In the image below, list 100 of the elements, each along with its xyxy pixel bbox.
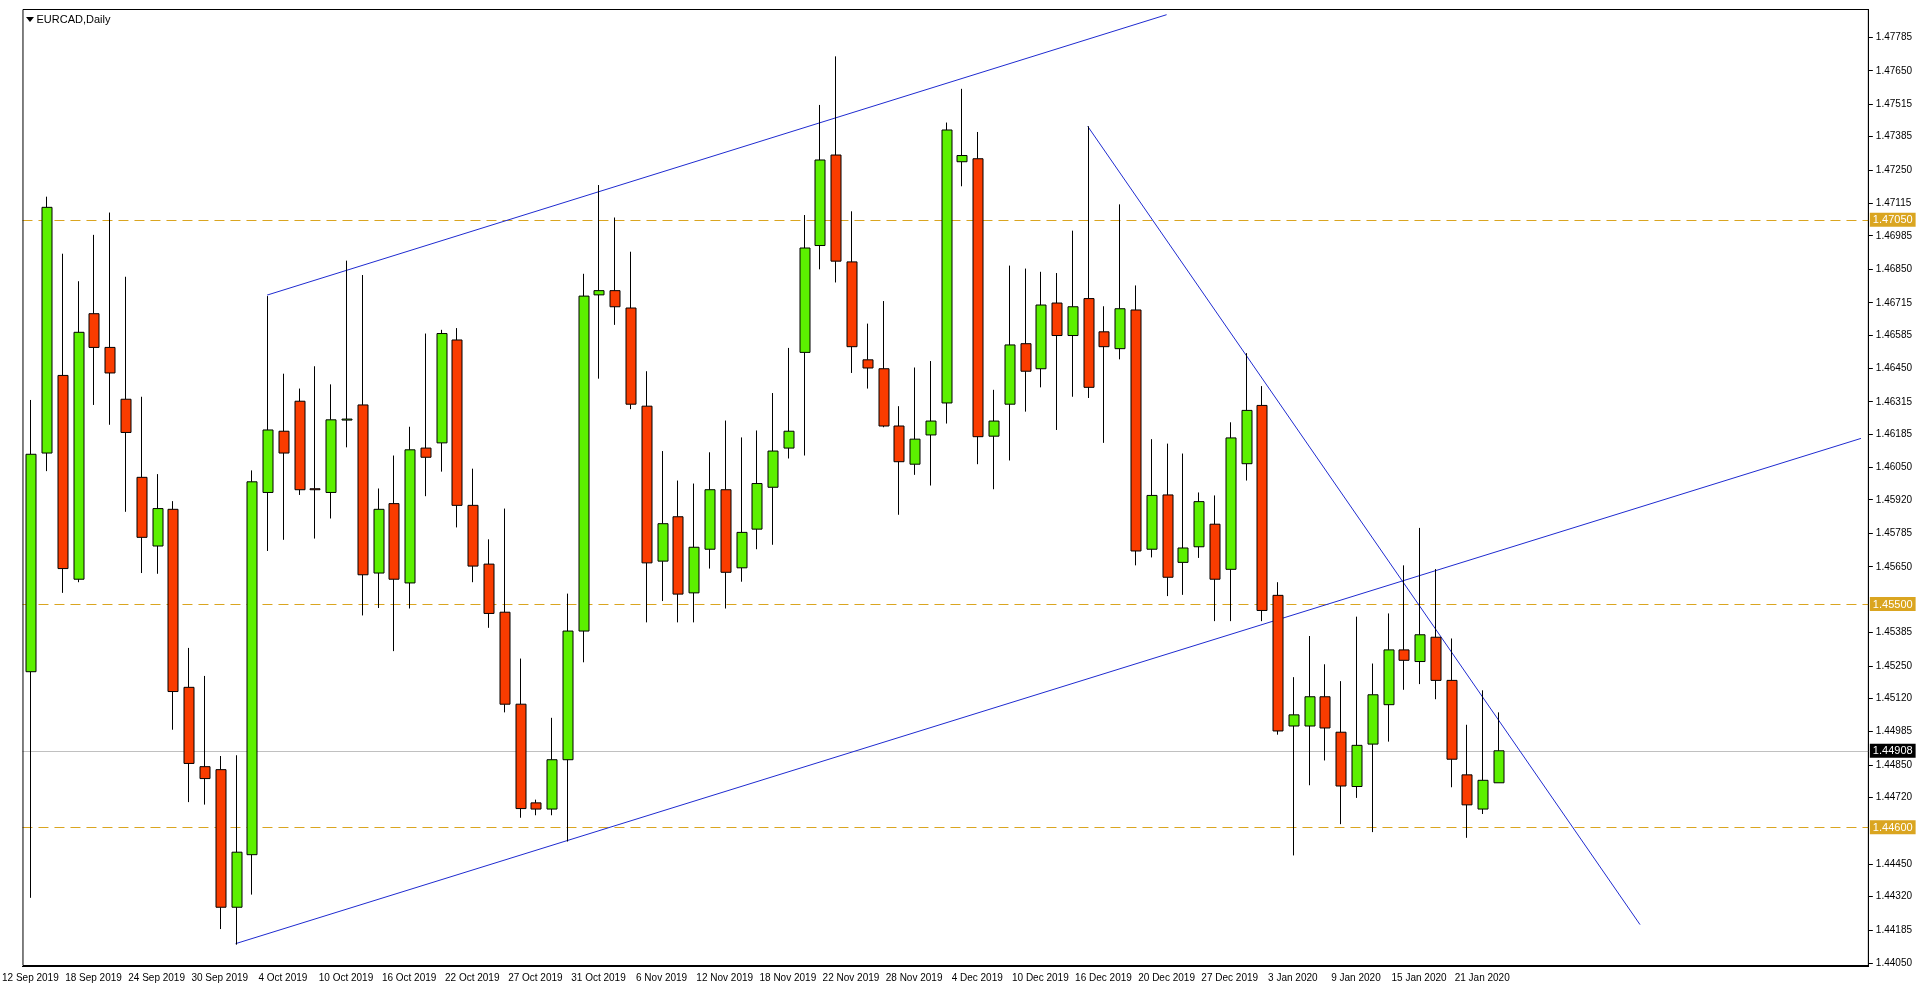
y-tick-label: 1.45920 [1875,493,1913,505]
candlestick [104,212,116,426]
y-tick-label: 1.47515 [1875,98,1913,110]
candlestick [578,273,590,663]
candlestick [609,217,621,326]
candlestick [404,426,416,609]
candlestick [420,333,432,497]
x-tick-label: 4 Dec 2019 [951,971,1004,983]
candlestick [783,347,795,459]
candlestick [451,327,463,528]
x-tick-label: 10 Oct 2019 [318,971,374,983]
candlestick [1351,616,1363,799]
x-tick-label: 18 Sep 2019 [65,971,123,983]
candlestick [1004,265,1016,461]
y-tick-label: 1.44985 [1875,725,1913,737]
candlestick [294,388,306,496]
x-tick-label: 28 Nov 2019 [885,971,943,983]
candlestick [41,196,53,472]
candlestick [1335,680,1347,825]
y-tick-label: 1.45120 [1875,691,1913,703]
candlestick [767,392,779,546]
candlestick [1256,385,1268,622]
candlestick [720,420,732,609]
x-tick-label: 10 Dec 2019 [1011,971,1070,983]
ref-line-label: 1.47050 [1872,213,1913,226]
y-tick-label: 1.44850 [1875,758,1913,770]
y-tick-label: 1.45785 [1875,527,1913,539]
candlestick [309,365,321,540]
candlestick [515,658,527,819]
candlestick [956,88,968,187]
candlestick [120,276,132,513]
candlestick [688,483,700,623]
y-tick-label: 1.47785 [1875,31,1913,43]
x-tick-label: 22 Nov 2019 [822,971,880,983]
candlestick [1177,453,1189,596]
candlestick [167,500,179,731]
candlestick [1146,438,1158,558]
candlestick [467,468,479,583]
candlestick [199,675,211,806]
x-tick-label: 22 Oct 2019 [444,971,500,983]
y-tick-label: 1.47115 [1875,197,1912,209]
candlestick [736,436,748,583]
x-tick-label: 27 Oct 2019 [508,971,564,983]
candlestick [357,274,369,616]
y-tick-label: 1.44320 [1875,890,1913,902]
candlestick [231,754,243,946]
candlestick [893,405,905,516]
candlestick [972,131,984,465]
candlestick [483,538,495,629]
y-tick-label: 1.45385 [1875,626,1913,638]
candlestick [436,329,448,473]
x-tick-label: 27 Dec 2019 [1201,971,1259,983]
y-tick-label: 1.46050 [1875,461,1913,473]
y-tick-label: 1.44720 [1875,791,1913,803]
x-tick-label: 30 Sep 2019 [191,971,249,983]
candlestick [593,184,605,380]
candlestick [925,360,937,487]
y-tick-label: 1.46985 [1875,229,1913,241]
candlestick [215,755,227,930]
candlestick [1414,527,1426,685]
y-tick-label: 1.46185 [1875,427,1913,439]
x-tick-label: 24 Sep 2019 [128,971,186,983]
candlestick [278,373,290,541]
candlestick [1367,663,1379,833]
candlestick [704,451,716,570]
candlestick [1304,635,1316,786]
candlestick [546,717,558,816]
x-tick-label: 31 Oct 2019 [571,971,627,983]
x-tick-label: 15 Jan 2020 [1391,971,1448,983]
candlestick [1083,125,1095,399]
candlestick [1430,568,1442,700]
candlestick [878,300,890,427]
candlestick [499,508,511,713]
candlestick [73,280,85,583]
candlestick [814,104,826,270]
candlestick [1398,564,1410,691]
x-tick-label: 16 Oct 2019 [381,971,437,983]
y-tick-label: 1.47385 [1875,130,1913,142]
x-tick-label: 12 Sep 2019 [2,971,60,983]
candlestick [846,210,858,374]
candlestick [1209,494,1221,622]
x-tick-label: 21 Jan 2020 [1454,971,1511,983]
candlestick [941,122,953,425]
candlestick [1288,676,1300,856]
candlestick [751,429,763,550]
candlestick [1493,711,1505,784]
candlestick [1162,443,1174,597]
x-tick-label: 12 Nov 2019 [696,971,754,983]
candlestick [1461,724,1473,839]
ref-line-label: 1.44600 [1872,820,1913,833]
y-tick-label: 1.46450 [1875,362,1913,374]
ref-line-label: 1.45500 [1872,597,1913,610]
y-tick-label: 1.46315 [1875,395,1913,407]
candlestick [1241,352,1253,482]
candlestick [57,253,69,594]
y-tick-label: 1.47250 [1875,163,1913,175]
y-tick-label: 1.46715 [1875,296,1913,308]
candlestick [325,383,337,519]
y-tick-label: 1.45250 [1875,659,1913,671]
x-tick-label: 6 Nov 2019 [636,971,688,983]
